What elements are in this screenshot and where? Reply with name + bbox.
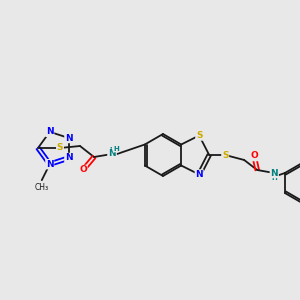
Text: N: N [108,149,116,158]
Text: N: N [270,169,278,178]
Text: N: N [195,170,203,179]
Text: CH₃: CH₃ [35,183,49,192]
Text: O: O [250,152,258,160]
Text: S: S [57,143,63,152]
Text: N: N [65,154,73,163]
Text: N: N [108,149,116,158]
Text: N: N [65,134,73,142]
Text: S: S [196,131,202,140]
Text: N: N [46,160,54,169]
Text: S: S [222,151,228,160]
Text: O: O [79,166,87,175]
Text: H: H [109,147,115,153]
Text: N: N [46,127,54,136]
Text: H: H [113,146,119,152]
Text: H: H [271,175,277,181]
